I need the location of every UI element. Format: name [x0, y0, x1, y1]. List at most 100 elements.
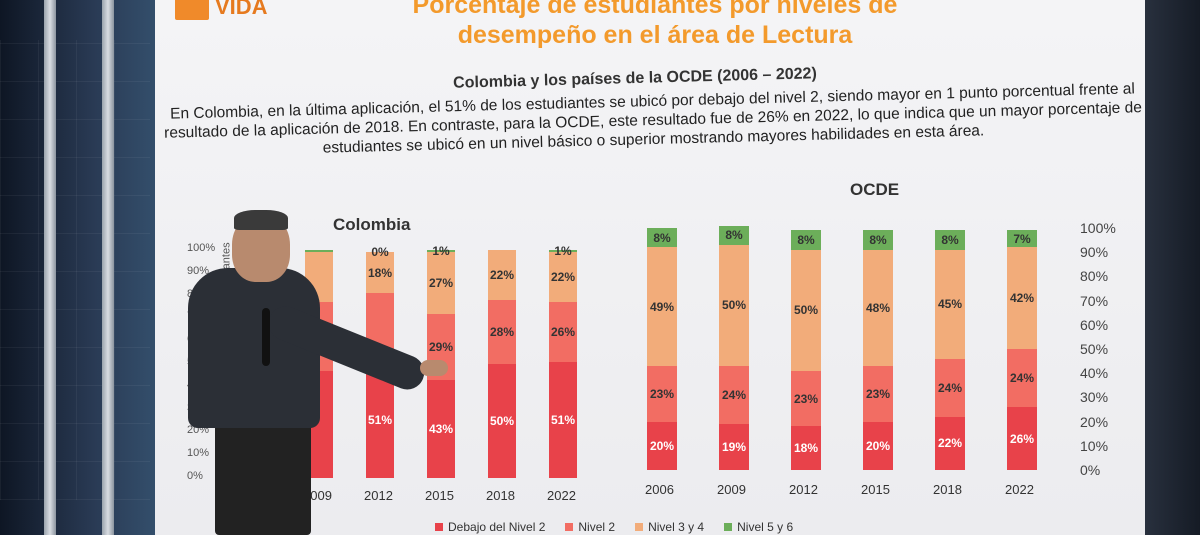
stacked-bar: 50% 28% 22%: [488, 250, 516, 478]
bar-segment: 43%: [427, 379, 455, 478]
legend-label: Nivel 3 y 4: [648, 520, 705, 534]
speaker-hair: [234, 210, 288, 230]
bar-segment: 45%: [935, 249, 965, 359]
chart-title-ocde: OCDE: [850, 180, 900, 199]
data-label: 1%: [554, 244, 572, 259]
stacked-bar: 20% 23% 48% 8%: [863, 228, 893, 470]
data-label: 23%: [649, 386, 675, 401]
data-label: 22%: [937, 436, 963, 451]
world-map-graphic: [0, 40, 150, 500]
y-tick-label: 70%: [1080, 292, 1109, 309]
y-tick-label: 100%: [187, 242, 216, 254]
data-label: 8%: [869, 233, 887, 248]
data-label: 19%: [721, 440, 747, 455]
stacked-bar: 22% 24% 45% 8%: [935, 228, 965, 470]
y-tick-label: 90%: [187, 264, 210, 277]
stacked-bar: 26% 24% 42% 7%: [1007, 228, 1037, 470]
bar-segment: 20%: [647, 421, 677, 470]
data-label: 51%: [367, 412, 393, 427]
bar-segment: 24%: [935, 358, 965, 417]
legend-label: Nivel 2: [578, 520, 616, 534]
stacked-bar: 20% 23% 49% 8%: [647, 228, 677, 470]
bar-segment: 18%: [791, 426, 821, 470]
legend-item: Nivel 5 y 6: [724, 520, 793, 534]
data-label: 43%: [428, 421, 454, 436]
y-tick-label: 60%: [1080, 316, 1109, 333]
x-tick-label: 2015: [425, 488, 454, 503]
bar-segment: 8%: [863, 230, 893, 250]
x-tick-label: 2022: [1005, 482, 1034, 497]
x-tick-label: 2009: [717, 482, 746, 497]
data-label: 23%: [865, 386, 891, 401]
y-tick-label: 90%: [1080, 244, 1109, 261]
bar-segment: 18%: [366, 252, 394, 294]
bar-segment: 8%: [719, 225, 749, 245]
bar-segment: 7%: [1007, 230, 1037, 248]
data-label: 0%: [371, 245, 389, 260]
legend-label: Nivel 5 y 6: [737, 520, 794, 534]
y-tick-label: 20%: [1080, 413, 1109, 430]
bar-segment: 27%: [427, 252, 455, 314]
bar-segment: 51%: [366, 361, 394, 478]
bar-segment: 50%: [719, 244, 749, 366]
bar-segment: 28%: [488, 300, 516, 364]
bar-segment: 42%: [1007, 247, 1037, 349]
legend-item: Debajo del Nivel 2: [435, 520, 545, 534]
legend-swatch: [565, 523, 574, 531]
speaker-legs: [215, 420, 311, 535]
bar-segment: 23%: [791, 370, 821, 427]
data-label: 24%: [937, 380, 963, 395]
logo: VIDA: [175, 0, 268, 20]
bar-segment: 22%: [935, 416, 965, 470]
legend-item: Nivel 2: [565, 520, 615, 534]
data-label: 7%: [1013, 231, 1031, 246]
chart-title-colombia: Colombia: [333, 215, 411, 234]
stage-backdrop-right: [1140, 0, 1200, 535]
stacked-bar: 51% 26% 22% 1%: [549, 244, 577, 478]
chart-legend: Debajo del Nivel 2 Nivel 2 Nivel 3 y 4 N…: [435, 520, 793, 534]
data-label: 49%: [649, 299, 675, 314]
stacked-bar: 19% 24% 50% 8%: [719, 225, 749, 470]
data-label: 23%: [793, 391, 819, 406]
data-label: 28%: [489, 325, 515, 340]
legend-swatch: [724, 523, 733, 531]
data-label: 42%: [1009, 291, 1035, 306]
data-label: 20%: [865, 438, 891, 453]
bar-segment: 23%: [863, 365, 893, 422]
bar-segment: 51%: [549, 361, 577, 478]
bar-segment: 24%: [1007, 349, 1037, 408]
bar-segment: 26%: [1007, 407, 1037, 470]
bar-segment: 8%: [791, 230, 821, 250]
bar-segment: 24%: [719, 365, 749, 425]
bar-segment: 23%: [647, 365, 677, 422]
bar-segment: 1%: [427, 244, 455, 258]
y-tick-label: 0%: [1080, 462, 1101, 478]
data-label: 26%: [550, 325, 576, 340]
x-tick-label: 2012: [789, 482, 818, 497]
y-tick-label: 0%: [187, 470, 203, 482]
bar-segment: 20%: [863, 421, 893, 470]
data-label: 48%: [865, 300, 891, 315]
bar-segment: 8%: [935, 230, 965, 250]
slide-title: Porcentaje de estudiantes por niveles de…: [305, 0, 1005, 50]
data-label: 24%: [721, 387, 747, 402]
slide-title-line2: desempeño en el área de Lectura: [457, 21, 853, 49]
projection-screen: VIDA Porcentaje de estudiantes por nivel…: [155, 0, 1145, 535]
bar-segment: 22%: [549, 252, 577, 303]
y-tick-label: 40%: [1080, 365, 1109, 382]
data-label: 8%: [941, 233, 959, 248]
y-tick-label: 10%: [1080, 437, 1109, 454]
data-label: 24%: [1009, 371, 1035, 386]
speaker-jacket: [188, 268, 320, 428]
data-label: 26%: [1009, 431, 1035, 446]
bar-segment: 50%: [488, 364, 516, 478]
slide-title-line1: Porcentaje de estudiantes por niveles de: [412, 0, 898, 19]
slide-paragraph: En Colombia, en la última aplicación, el…: [163, 80, 1143, 157]
speaker-hand: [420, 360, 448, 376]
x-tick-label: 2018: [486, 488, 515, 503]
bar-segment: 1%: [549, 244, 577, 258]
legend-item: Nivel 3 y 4: [635, 520, 704, 534]
legend-swatch: [635, 523, 644, 531]
data-label: 18%: [793, 441, 819, 456]
data-label: 27%: [428, 276, 454, 291]
